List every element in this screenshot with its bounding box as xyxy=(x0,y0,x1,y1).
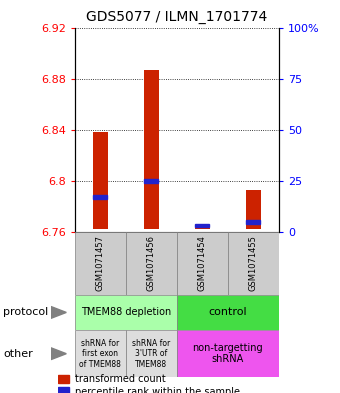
Text: control: control xyxy=(208,307,247,318)
Text: TMEM88 depletion: TMEM88 depletion xyxy=(81,307,171,318)
Bar xyxy=(177,295,279,330)
Bar xyxy=(194,228,210,230)
Title: GDS5077 / ILMN_1701774: GDS5077 / ILMN_1701774 xyxy=(86,10,268,24)
Bar xyxy=(143,70,159,230)
Text: GSM1071454: GSM1071454 xyxy=(198,235,207,291)
Text: protocol: protocol xyxy=(3,307,49,318)
Text: other: other xyxy=(3,349,33,359)
Text: percentile rank within the sample: percentile rank within the sample xyxy=(75,387,240,393)
Polygon shape xyxy=(51,348,66,360)
Text: transformed count: transformed count xyxy=(75,374,166,384)
Bar xyxy=(195,224,209,228)
Bar xyxy=(126,330,177,377)
Polygon shape xyxy=(51,307,66,318)
Bar xyxy=(177,330,279,377)
Text: GSM1071455: GSM1071455 xyxy=(249,235,258,291)
Bar xyxy=(75,330,126,377)
Bar xyxy=(58,387,69,393)
Bar xyxy=(94,195,107,199)
Bar xyxy=(228,232,279,295)
Text: non-targetting
shRNA: non-targetting shRNA xyxy=(192,343,263,364)
Text: GSM1071457: GSM1071457 xyxy=(96,235,105,291)
Text: GSM1071456: GSM1071456 xyxy=(147,235,156,291)
Bar xyxy=(126,232,177,295)
Bar xyxy=(75,295,177,330)
Bar xyxy=(177,232,228,295)
Bar xyxy=(92,132,108,230)
Text: shRNA for
first exon
of TMEM88: shRNA for first exon of TMEM88 xyxy=(79,339,121,369)
Text: shRNA for
3'UTR of
TMEM88: shRNA for 3'UTR of TMEM88 xyxy=(132,339,170,369)
Bar xyxy=(144,179,158,183)
Bar xyxy=(75,232,126,295)
Bar xyxy=(58,375,69,383)
Bar xyxy=(246,220,260,224)
Bar xyxy=(245,190,261,230)
